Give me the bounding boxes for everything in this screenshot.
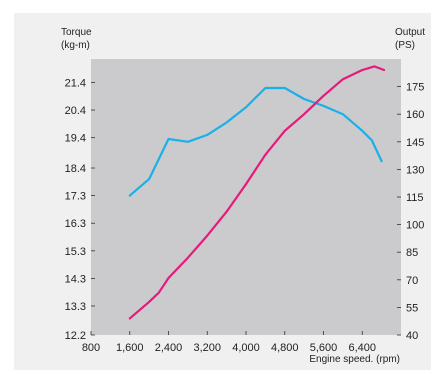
right-tick-label: 175 <box>406 82 424 94</box>
x-axis-label: Engine speed. (rpm) <box>309 354 400 365</box>
right-tick-label: 100 <box>406 220 424 232</box>
left-tick-label: 17.3 <box>65 191 86 203</box>
x-tick-label: 1,600 <box>116 342 144 354</box>
torque-line <box>128 86 383 197</box>
right-tick-label: 160 <box>406 109 424 121</box>
chart-frame: 12.2 13.3 14.3 15.3 16.3 17.3 18.4 19.4 20.4 21.4… <box>14 13 431 370</box>
plot-area <box>91 59 401 335</box>
left-tick-label: 16.3 <box>65 218 86 230</box>
right-tick-label: 85 <box>406 247 418 259</box>
right-tick-label: 55 <box>406 302 418 314</box>
right-tick-label: 115 <box>406 192 424 204</box>
x-tick-label: 2,400 <box>155 342 183 354</box>
x-tick-label: 4,800 <box>271 342 299 354</box>
left-tick-label: 12.2 <box>65 330 86 342</box>
x-tick-label: 4,000 <box>232 342 260 354</box>
right-axis-label-line2: (PS) <box>395 40 415 51</box>
left-tick-label: 21.4 <box>65 77 86 89</box>
x-tick-label: 3,200 <box>193 342 221 354</box>
left-tick-label: 19.4 <box>65 133 86 145</box>
output-line <box>128 65 386 320</box>
left-tick-label: 14.3 <box>65 273 86 285</box>
left-tick-label: 15.3 <box>65 246 86 258</box>
right-tick-label: 145 <box>406 137 424 149</box>
left-tick-label: 13.3 <box>65 301 86 313</box>
right-tick-label: 70 <box>406 275 418 287</box>
left-axis-label-line2: (kg-m) <box>61 40 90 51</box>
x-tick-label: 6,400 <box>348 342 376 354</box>
x-tick-label: 5,600 <box>310 342 338 354</box>
right-tick-label: 40 <box>406 330 418 342</box>
left-tick-label: 20.4 <box>65 105 86 117</box>
torque-output-chart: 12.2 13.3 14.3 15.3 16.3 17.3 18.4 19.4 20.4 21.4… <box>61 27 425 365</box>
left-axis-label-line1: Torque <box>61 27 92 38</box>
left-tick-label: 18.4 <box>65 163 86 175</box>
x-tick-label: 800 <box>82 342 100 354</box>
right-axis-label-line1: Output <box>395 27 425 38</box>
right-tick-label: 130 <box>406 164 424 176</box>
